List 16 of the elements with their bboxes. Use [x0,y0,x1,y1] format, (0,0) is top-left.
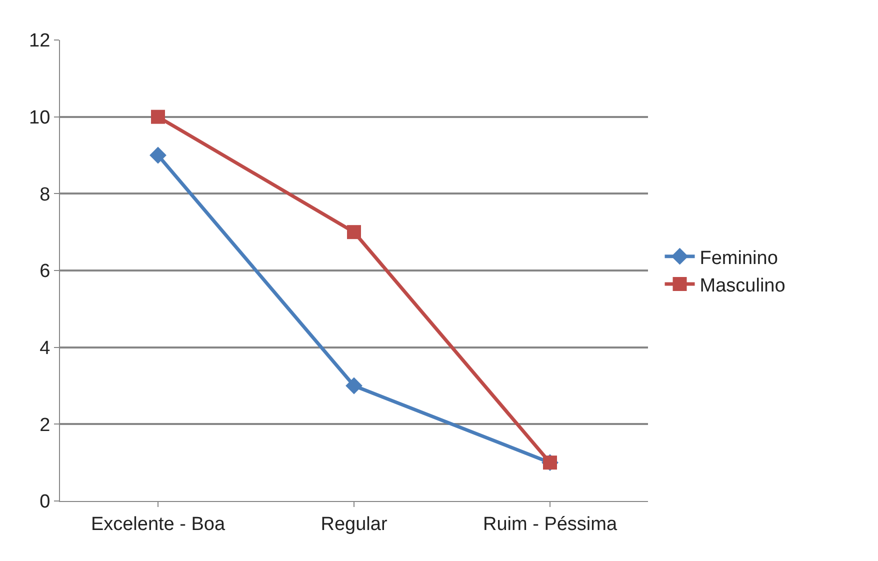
point [151,110,165,124]
y-tick-label: 12 [29,30,50,52]
x-tick-label: Ruim - Péssima [482,514,618,535]
x-tick-label: Excelente - Boa [90,514,226,535]
point [150,146,166,164]
y-tick-label: 2 [40,414,50,436]
x-tick-label: Regular [320,514,388,535]
y-tick-label: 10 [29,107,50,128]
legend-label: Feminino [700,248,778,269]
y-tick-label: 0 [40,492,50,513]
y-tick-label: 6 [40,261,50,282]
legend-label: Masculino [700,275,786,296]
y-tick-label: 4 [40,338,51,359]
point [347,225,361,240]
y-tick-label: 8 [40,184,50,206]
point [346,377,362,394]
